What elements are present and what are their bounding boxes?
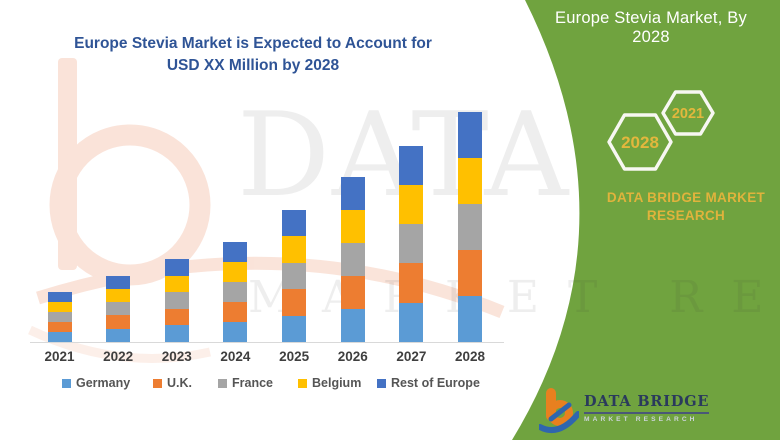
bar-segment-belgium [282, 236, 307, 263]
x-axis-label-2028: 2028 [455, 349, 486, 364]
footer-logo-name: DATA BRIDGE [584, 393, 710, 414]
bar-segment-u-k- [282, 289, 307, 316]
bar-segment-belgium [223, 262, 248, 282]
chart-title-line1: Europe Stevia Market is Expected to Acco… [74, 35, 432, 52]
footer-logo-subtitle: MARKET RESEARCH [584, 416, 698, 423]
bar-segment-u-k- [47, 322, 72, 332]
chart-title-line2: USD XX Million by 2028 [166, 57, 340, 74]
bar-segment-germany [164, 325, 189, 342]
brand-text: DATA BRIDGE MARKET RESEARCH [597, 189, 775, 224]
bar-segment-belgium [164, 275, 189, 293]
x-axis-label-2021: 2021 [44, 349, 75, 364]
bar-segment-u-k- [399, 263, 424, 303]
bar-segment-belgium [458, 158, 483, 204]
bar-segment-rest-of-europe [399, 145, 424, 185]
footer-logo: DATA BRIDGE MARKET RESEARCH [539, 386, 710, 434]
bar-segment-rest-of-europe [47, 292, 72, 302]
chart-title: Europe Stevia Market is Expected to Acco… [18, 33, 488, 77]
brand-text-line2: RESEARCH [646, 207, 726, 223]
bar-segment-belgium [340, 210, 365, 243]
bar-segment-germany [458, 296, 483, 342]
bar-segment-germany [399, 302, 424, 342]
bar-segment-rest-of-europe [106, 275, 131, 289]
bar-segment-france [106, 302, 131, 316]
x-axis-label-2027: 2027 [396, 349, 427, 364]
bar-segment-france [399, 224, 424, 264]
bar-segment-germany [223, 322, 248, 342]
bar-segment-belgium [47, 302, 72, 312]
x-axis-label-2025: 2025 [279, 349, 310, 364]
bar-segment-france [458, 204, 483, 250]
bar-segment-belgium [106, 288, 131, 303]
x-axis-line [30, 342, 504, 343]
bar-segment-u-k- [106, 315, 131, 329]
bar-segment-belgium [399, 184, 424, 225]
brand-text-line1: DATA BRIDGE MARKET [606, 190, 766, 205]
bar-segment-rest-of-europe [223, 242, 248, 262]
bar-segment-u-k- [223, 302, 248, 322]
bar-segment-france [164, 292, 189, 309]
footer-logo-text: DATA BRIDGE MARKET RESEARCH [584, 393, 710, 423]
bar-segment-france [282, 262, 307, 290]
bar-segment-rest-of-europe [164, 259, 189, 276]
bar-segment-france [47, 312, 72, 322]
bar-segment-germany [282, 315, 307, 342]
bar-segment-rest-of-europe [458, 112, 483, 158]
x-axis-label-2023: 2023 [161, 349, 192, 364]
bar-segment-germany [340, 309, 365, 342]
bar-segment-u-k- [164, 308, 189, 326]
bar-segment-rest-of-europe [282, 210, 307, 237]
x-axis-label-2022: 2022 [103, 349, 134, 364]
bar-segment-france [340, 243, 365, 276]
x-axis-label-2026: 2026 [337, 349, 368, 364]
data-bridge-logo-icon [539, 388, 579, 433]
side-panel-title: Europe Stevia Market, By 2028 [555, 9, 747, 46]
bar-segment-germany [47, 332, 72, 342]
bar-segment-germany [106, 328, 131, 342]
bar-segment-u-k- [340, 276, 365, 309]
bar-segment-france [223, 282, 248, 302]
x-axis-label-2024: 2024 [220, 349, 251, 364]
bar-segment-rest-of-europe [340, 177, 365, 210]
bar-segment-u-k- [458, 250, 483, 296]
